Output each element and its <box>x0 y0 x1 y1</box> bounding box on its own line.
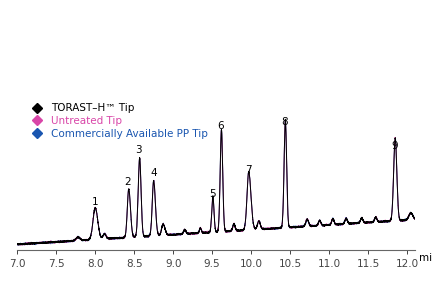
Legend: TORAST–H™ Tip, Untreated Tip, Commercially Available PP Tip: TORAST–H™ Tip, Untreated Tip, Commercial… <box>22 99 212 143</box>
Text: min: min <box>419 253 432 263</box>
Text: 1: 1 <box>92 197 98 207</box>
Text: 6: 6 <box>217 121 224 131</box>
Text: 8: 8 <box>281 117 288 127</box>
Text: 7: 7 <box>245 166 252 176</box>
Text: 9: 9 <box>391 141 398 151</box>
Text: 3: 3 <box>135 145 142 155</box>
Text: 2: 2 <box>124 177 131 187</box>
Text: 4: 4 <box>150 168 157 178</box>
Text: 5: 5 <box>209 189 216 199</box>
